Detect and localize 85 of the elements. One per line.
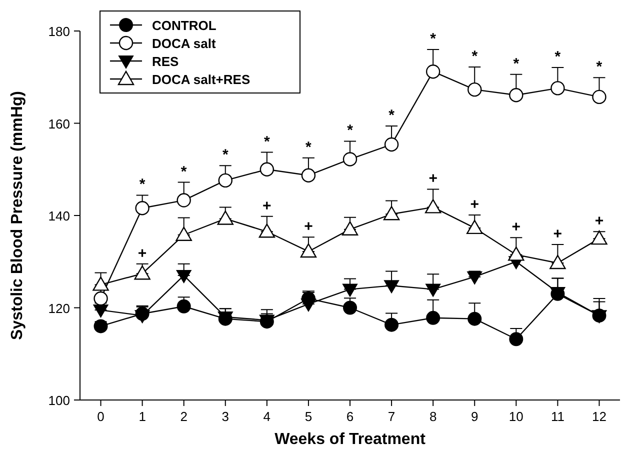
point: [384, 280, 400, 294]
point: [384, 318, 399, 332]
point: [301, 168, 316, 182]
annotation: *: [513, 55, 520, 72]
point: [426, 310, 440, 325]
point: [258, 224, 276, 238]
x-tick-label: 10: [508, 409, 524, 424]
x-tick-label: 12: [592, 409, 606, 424]
legend-label: DOCA salt: [152, 36, 216, 51]
y-tick-label: 160: [48, 116, 70, 132]
x-tick-label: 6: [346, 409, 354, 424]
x-tick-label: 1: [138, 409, 146, 424]
y-tick-label: 120: [48, 300, 70, 316]
x-axis-title: Weeks of Treatment: [274, 431, 426, 448]
annotation: *: [472, 48, 478, 65]
point: [93, 304, 108, 318]
legend-label: CONTROL: [152, 18, 216, 33]
point: [92, 276, 109, 291]
point: [424, 199, 442, 214]
point: [260, 162, 274, 176]
point: [134, 310, 150, 324]
legend-label: DOCA salt+RES: [152, 72, 250, 87]
x-tick-label: 8: [429, 409, 437, 424]
point: [426, 284, 441, 297]
y-tick-label: 180: [48, 24, 70, 39]
point: [591, 230, 608, 245]
point: [217, 210, 234, 225]
x-tick-label: 3: [222, 409, 229, 424]
point: [94, 291, 108, 306]
point: [176, 193, 191, 208]
point: [592, 90, 606, 104]
annotation: +: [304, 218, 314, 236]
annotation: *: [347, 122, 354, 140]
annotation: +: [470, 196, 480, 214]
annotation: *: [596, 58, 602, 76]
annotation: *: [180, 163, 187, 180]
annotation: *: [554, 48, 561, 66]
point: [426, 64, 440, 79]
x-tick-label: 4: [263, 409, 271, 424]
point: [550, 81, 565, 96]
x-tick-label: 11: [550, 409, 564, 424]
annotation: +: [594, 212, 604, 230]
x-tick-label: 0: [97, 409, 104, 424]
y-tick-label: 100: [48, 393, 70, 408]
annotation: +: [428, 170, 438, 188]
annotation: *: [388, 107, 395, 124]
point: [94, 319, 108, 334]
annotation: *: [222, 146, 228, 164]
point: [134, 266, 150, 280]
point: [550, 254, 566, 270]
legend-label: RES: [152, 54, 180, 69]
point: [176, 299, 191, 314]
point: [300, 243, 317, 258]
x-tick-label: 5: [304, 409, 312, 424]
annotation: +: [138, 244, 147, 262]
point: [509, 332, 524, 346]
annotation: *: [306, 138, 312, 156]
annotation: +: [262, 197, 272, 214]
point: [508, 246, 524, 261]
point: [468, 82, 482, 97]
point: [300, 298, 316, 312]
y-tick-label: 140: [48, 208, 70, 224]
point: [343, 300, 357, 315]
point: [218, 173, 232, 188]
point: [342, 152, 358, 166]
y-axis-title: Systolic Blood Pressure (mmHg): [9, 91, 26, 340]
point: [176, 270, 192, 283]
point: [466, 220, 483, 234]
annotation: *: [139, 176, 146, 194]
point: [384, 137, 399, 152]
point: [509, 88, 524, 102]
annotation: *: [264, 133, 270, 150]
point: [383, 206, 400, 220]
annotation: *: [430, 30, 436, 48]
point: [342, 284, 358, 297]
point: [467, 271, 482, 284]
x-tick-label: 7: [388, 409, 396, 424]
x-tick-label: 2: [180, 409, 188, 424]
point: [135, 201, 150, 216]
point: [468, 312, 482, 326]
annotation: +: [512, 218, 521, 236]
x-tick-label: 9: [471, 409, 478, 424]
point: [342, 221, 358, 236]
annotation: +: [553, 226, 562, 243]
point: [176, 226, 192, 241]
